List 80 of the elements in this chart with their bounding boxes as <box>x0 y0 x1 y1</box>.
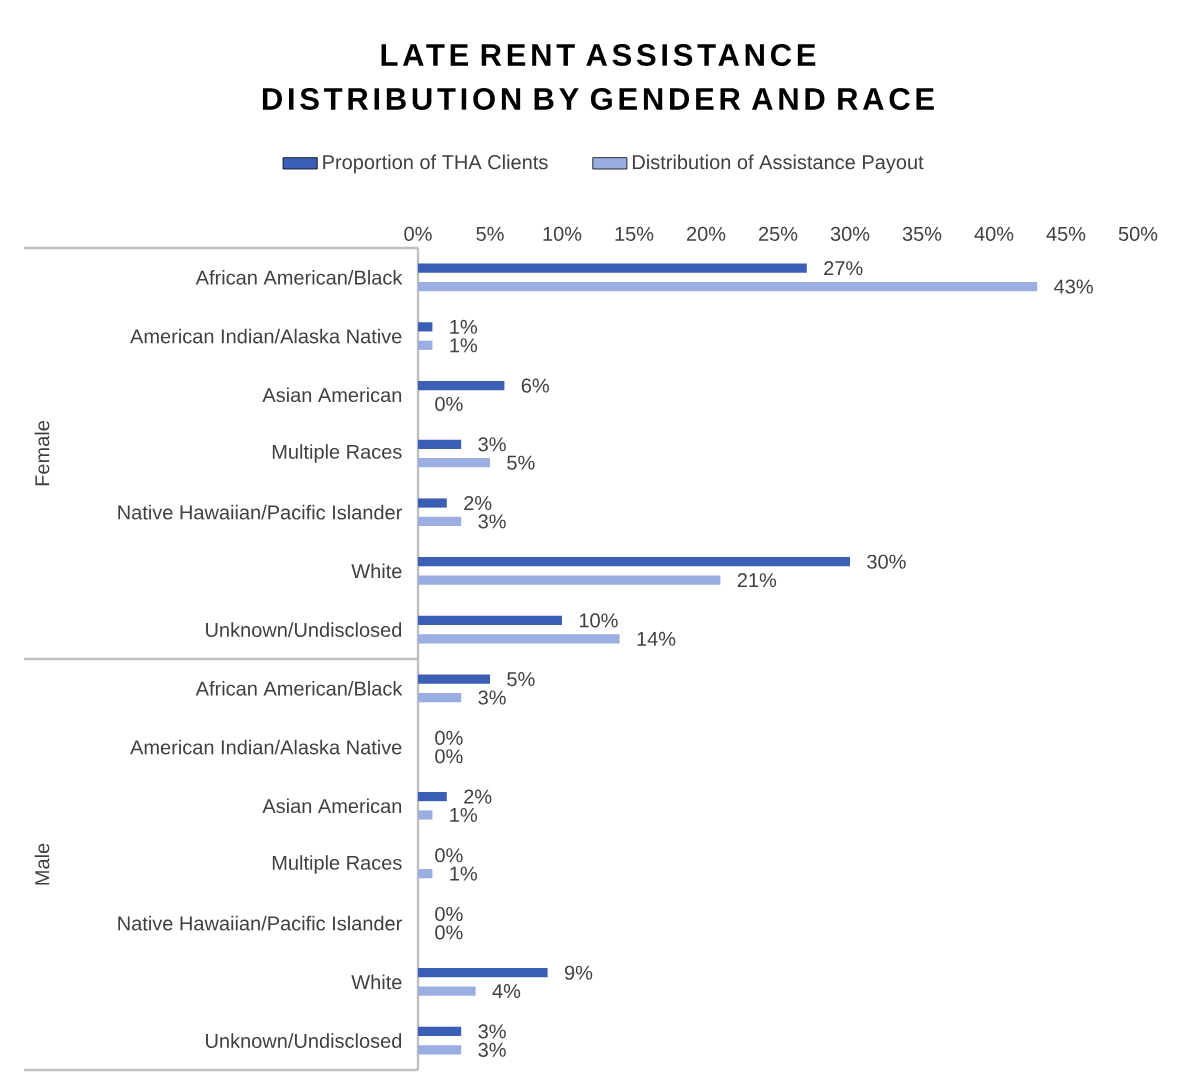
data-label: 14% <box>637 631 676 646</box>
data-label: 3% <box>478 1024 506 1039</box>
data-label: 0% <box>435 906 463 922</box>
bar <box>418 498 447 508</box>
x-tick-label: 45% <box>1046 226 1086 241</box>
chart-title: LATE RENT ASSISTANCE DISTRIBUTION BY GENDER AND RACE <box>262 44 934 110</box>
bar <box>418 439 462 449</box>
bar <box>418 281 1038 292</box>
data-label: 5% <box>507 455 535 470</box>
y-tick-label: Multiple Races <box>272 444 402 463</box>
text: Female <box>34 421 50 486</box>
legend-label: Proportion of THA Clients <box>323 154 548 174</box>
x-tick-label: 0% <box>404 226 432 241</box>
bar <box>418 791 447 802</box>
x-tick-label: 10% <box>543 226 582 241</box>
y-tick-label: Native Hawaiian/Pacific Islander <box>118 915 403 931</box>
x-tick-label: 20% <box>686 226 726 241</box>
data-label: 43% <box>1054 279 1093 294</box>
data-label: 30% <box>867 554 906 569</box>
bar <box>418 516 462 527</box>
bar <box>418 634 620 644</box>
y-tick-label: Unknown/Undisclosed <box>206 1033 402 1048</box>
bar <box>418 340 433 350</box>
data-label: 6% <box>521 378 550 393</box>
legend-label: Distribution of Assistance Payout <box>632 154 924 174</box>
data-label: 27% <box>824 261 863 276</box>
data-label: 4% <box>492 984 521 999</box>
y-tick-label: Asian American <box>262 387 402 403</box>
text: Male <box>34 843 50 885</box>
y-tick-label: American Indian/Alaska Native <box>130 328 402 344</box>
data-label: 1% <box>450 338 478 353</box>
y-tick-label: Asian American <box>262 798 402 814</box>
bar <box>418 1045 462 1055</box>
data-label: 1% <box>450 807 478 822</box>
data-label: 10% <box>579 613 618 628</box>
x-tick-label: 30% <box>830 226 870 241</box>
data-label: 21% <box>737 573 777 588</box>
data-label: 3% <box>478 690 506 705</box>
x-tick-label: 50% <box>1118 226 1158 241</box>
data-label: 1% <box>450 866 478 881</box>
data-label: 0% <box>435 925 463 940</box>
y-tick-label: Unknown/Undisclosed <box>206 622 402 637</box>
x-tick-label: 25% <box>758 226 798 241</box>
x-tick-label: 35% <box>902 226 942 241</box>
y-tick-label: White <box>351 974 402 990</box>
bar <box>418 263 807 273</box>
data-label: 5% <box>507 672 535 687</box>
y-tick-label: White <box>351 563 402 579</box>
data-label: 2% <box>464 495 492 511</box>
data-label: 0% <box>435 396 463 412</box>
bar <box>418 869 433 879</box>
x-tick-label: 5% <box>476 226 504 241</box>
y-tick-label: American Indian/Alaska Native <box>130 739 402 755</box>
y-tick-label: Multiple Races <box>272 855 402 874</box>
x-tick-label: 15% <box>615 226 654 241</box>
x-tick-label: 40% <box>974 226 1014 241</box>
bar <box>418 322 433 332</box>
bar <box>418 692 462 703</box>
bar <box>418 458 490 468</box>
y-tick-label: African American/Black <box>195 681 403 696</box>
data-label: 2% <box>464 789 492 804</box>
data-label: 3% <box>478 514 506 529</box>
bar <box>418 810 433 820</box>
bar <box>418 557 850 567</box>
bar <box>418 1026 462 1037</box>
data-label: 0% <box>435 848 463 863</box>
y-tick-label: African American/Black <box>195 270 403 285</box>
y-tick-label: Native Hawaiian/Pacific Islander <box>118 504 403 520</box>
bar <box>418 575 721 585</box>
data-label: 3% <box>478 437 506 452</box>
data-label: 0% <box>435 730 463 745</box>
bar <box>418 674 490 684</box>
bar <box>418 968 548 978</box>
bar <box>418 615 562 626</box>
bar <box>418 380 505 391</box>
data-label: 9% <box>564 965 593 980</box>
data-label: 0% <box>435 749 463 764</box>
data-label: 1% <box>450 319 478 334</box>
bar <box>418 986 476 996</box>
data-label: 3% <box>478 1042 506 1057</box>
